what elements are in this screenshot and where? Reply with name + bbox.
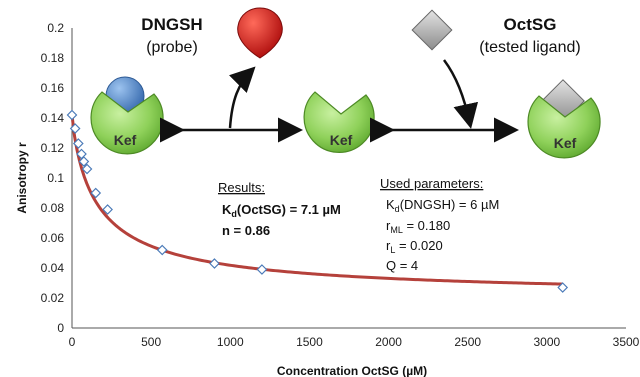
param-q: Q = 4 bbox=[386, 258, 418, 273]
y-tick-label: 0.12 bbox=[41, 141, 65, 155]
x-tick-label: 500 bbox=[141, 335, 161, 349]
results-block: Results: Kd(OctSG) = 7.1 µM n = 0.86 bbox=[218, 180, 341, 238]
y-tick-label: 0.16 bbox=[41, 81, 65, 95]
y-tick-label: 0.08 bbox=[41, 201, 65, 215]
diagram-labels: DNGSH (probe) OctSG (tested ligand) bbox=[141, 15, 580, 56]
param-rml: rML = 0.180 bbox=[386, 218, 450, 235]
y-tick-label: 0.14 bbox=[41, 111, 65, 125]
axes bbox=[71, 28, 626, 329]
equilibrium-arrows bbox=[160, 59, 519, 143]
free-probe-droplet-icon bbox=[237, 7, 283, 59]
y-axis-title: Anisotropy r bbox=[15, 142, 29, 214]
results-heading: Results: bbox=[218, 180, 265, 195]
ligand-name: OctSG bbox=[504, 15, 557, 34]
probe-name: DNGSH bbox=[141, 15, 202, 34]
kef-protein-icon bbox=[90, 91, 164, 155]
param-kd: Kd(DNGSH) = 6 µM bbox=[386, 197, 499, 214]
data-points bbox=[66, 109, 569, 293]
binding-arrow-icon bbox=[442, 59, 479, 129]
ligand-subtitle: (tested ligand) bbox=[479, 39, 580, 56]
kef-label: Kef bbox=[114, 132, 137, 148]
data-point bbox=[76, 148, 87, 160]
data-point bbox=[78, 156, 90, 167]
data-point bbox=[90, 187, 102, 199]
y-tick-label: 0.2 bbox=[47, 21, 64, 35]
kef-free: Kef bbox=[303, 91, 375, 153]
data-point bbox=[557, 282, 569, 293]
data-point bbox=[81, 163, 93, 175]
parameters-block: Used parameters: Kd(DNGSH) = 6 µM rML = … bbox=[380, 176, 499, 273]
x-tick-label: 0 bbox=[69, 335, 76, 349]
x-tick-label: 3000 bbox=[534, 335, 561, 349]
x-tick-label: 1500 bbox=[296, 335, 323, 349]
kef-label: Kef bbox=[554, 135, 577, 151]
data-point bbox=[72, 138, 84, 149]
data-point bbox=[156, 244, 168, 256]
x-tick-label: 3500 bbox=[613, 335, 640, 349]
release-arrow-icon bbox=[228, 66, 256, 129]
results-kd: Kd(OctSG) = 7.1 µM bbox=[222, 202, 341, 219]
y-tick-label: 0.1 bbox=[47, 171, 64, 185]
x-ticks: 0 500 1000 1500 2000 2500 3000 3500 bbox=[69, 335, 640, 349]
kef-probe-complex: Kef bbox=[90, 76, 164, 155]
fit-curve bbox=[70, 114, 563, 286]
kef-label: Kef bbox=[330, 132, 353, 148]
data-point bbox=[102, 204, 113, 215]
param-rl: rL = 0.020 bbox=[386, 238, 443, 255]
kef-protein-icon bbox=[527, 95, 601, 159]
x-axis-title: Concentration OctSG (µM) bbox=[277, 364, 427, 377]
data-point bbox=[69, 123, 81, 134]
y-ticks: 0 0.02 0.04 0.06 0.08 0.1 0.12 0.14 0.16 0.18 0.2 bbox=[41, 21, 65, 335]
data-point bbox=[209, 258, 220, 269]
y-tick-label: 0.04 bbox=[41, 261, 65, 275]
parameters-heading: Used parameters: bbox=[380, 176, 483, 191]
free-ligand-diamond-icon bbox=[411, 9, 453, 51]
data-point bbox=[66, 109, 78, 121]
y-tick-label: 0.18 bbox=[41, 51, 65, 65]
y-tick-label: 0.06 bbox=[41, 231, 65, 245]
results-n: n = 0.86 bbox=[222, 223, 270, 238]
probe-subtitle: (probe) bbox=[146, 39, 198, 56]
y-tick-label: 0 bbox=[57, 321, 64, 335]
y-tick-label: 0.02 bbox=[41, 291, 65, 305]
kef-ligand-complex: Kef bbox=[527, 79, 601, 159]
x-tick-label: 1000 bbox=[217, 335, 244, 349]
x-tick-label: 2000 bbox=[375, 335, 402, 349]
data-point bbox=[256, 264, 268, 275]
kef-protein-icon bbox=[303, 91, 375, 153]
x-tick-label: 2500 bbox=[454, 335, 481, 349]
